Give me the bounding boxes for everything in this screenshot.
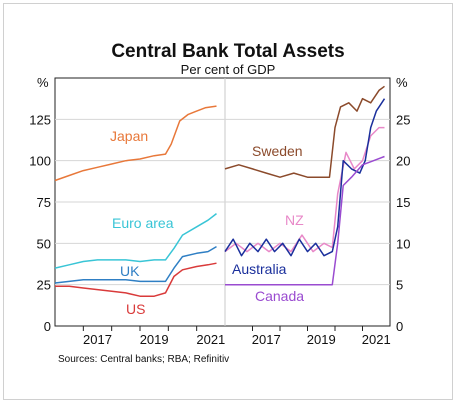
- series-label-nz: NZ: [285, 212, 304, 228]
- right-y-tick-label: 25: [396, 112, 410, 127]
- left-unit-label: %: [37, 75, 49, 90]
- series-label-uk: UK: [120, 263, 140, 279]
- series-label-sweden: Sweden: [252, 143, 303, 159]
- right-y-tick-label: 5: [396, 278, 403, 293]
- left-y-tick-label: 125: [29, 112, 51, 127]
- series-label-us: US: [126, 301, 145, 317]
- right-x-tick-label: 2017: [252, 332, 281, 347]
- series-line-uk: [54, 245, 217, 284]
- source-note: Sources: Central banks; RBA; Refinitiv: [58, 354, 229, 365]
- right-y-tick-label: 10: [396, 236, 410, 251]
- left-y-tick-label: 0: [44, 319, 51, 334]
- series-line-sweden: [224, 85, 385, 178]
- left-x-tick-label: 2017: [83, 332, 112, 347]
- series-line-euro-area: [54, 213, 217, 269]
- series-line-canada: [225, 155, 385, 286]
- right-y-tick-label: 20: [396, 154, 410, 169]
- left-x-tick-label: 2019: [140, 332, 169, 347]
- right-x-tick-label: 2019: [307, 332, 336, 347]
- chart-title: Central Bank Total Assets: [111, 41, 344, 62]
- series-line-australia: [224, 98, 386, 257]
- left-y-tick-label: 50: [37, 236, 51, 251]
- right-y-tick-label: 15: [396, 195, 410, 210]
- left-y-tick-label: 75: [37, 195, 51, 210]
- series-label-japan: Japan: [110, 128, 148, 144]
- left-y-tick-label: 25: [37, 278, 51, 293]
- right-x-tick-label: 2021: [362, 332, 391, 347]
- chart-subtitle: Per cent of GDP: [181, 62, 276, 77]
- series-line-us: [55, 262, 217, 297]
- series-label-australia: Australia: [232, 261, 287, 277]
- right-unit-label: %: [396, 75, 408, 90]
- left-x-tick-label: 2021: [196, 332, 225, 347]
- right-y-tick-label: 0: [396, 319, 403, 334]
- series-line-japan: [54, 105, 217, 182]
- left-y-tick-label: 100: [29, 154, 51, 169]
- series-line-nz: [224, 126, 385, 253]
- series-label-euro-area: Euro area: [112, 215, 174, 231]
- series-label-canada: Canada: [255, 288, 304, 304]
